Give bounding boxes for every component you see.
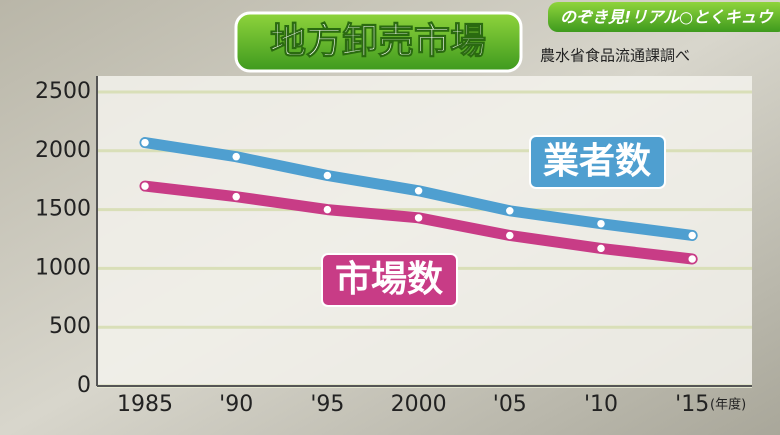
logo: のぞき見!リアル○とくキュウ	[560, 8, 774, 27]
data-point	[139, 180, 151, 192]
data-point	[413, 212, 424, 224]
y-tick-label: 2000	[35, 138, 91, 163]
data-point	[230, 191, 242, 202]
x-unit: (年度)	[710, 397, 746, 413]
series-label: 業者数	[543, 141, 651, 182]
x-tick-label: 1985	[117, 392, 173, 417]
x-tick-label: '05	[493, 392, 527, 417]
y-tick-label: 2500	[35, 79, 91, 104]
series-label-box	[529, 135, 666, 189]
data-point	[686, 230, 698, 241]
data-point	[230, 151, 242, 162]
data-point	[504, 205, 516, 217]
x-tick-label: 2000	[391, 392, 447, 417]
y-tick-label: 1500	[35, 197, 91, 222]
data-point	[322, 170, 333, 181]
logo-box	[548, 2, 780, 32]
source: 農水省食品流通課調べ	[540, 47, 690, 65]
data-point	[413, 185, 424, 197]
data-point	[504, 230, 516, 241]
series-label: 市場数	[335, 259, 443, 300]
data-point	[686, 253, 698, 265]
x-tick-label: '90	[219, 392, 253, 417]
title-box	[234, 11, 523, 73]
x-tick-label: '10	[584, 392, 618, 417]
y-tick-label: 1000	[35, 255, 91, 280]
data-point	[595, 218, 607, 229]
series-label-box	[321, 253, 458, 307]
data-point	[595, 243, 607, 254]
x-tick-label: '95	[310, 392, 344, 417]
y-tick-label: 500	[49, 314, 91, 339]
y-tick-label: 0	[77, 373, 91, 398]
chart-title: 地方卸売市場	[270, 21, 486, 62]
data-point	[322, 204, 333, 215]
data-point	[139, 137, 151, 148]
x-tick-label: '15	[675, 392, 709, 417]
